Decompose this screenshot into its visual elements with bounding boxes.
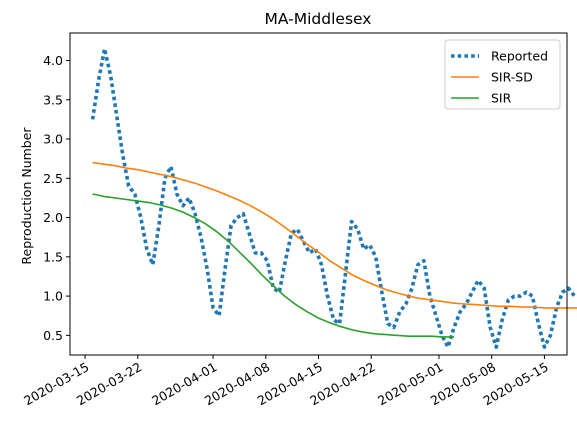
series-sir-sd-line: [92, 161, 577, 309]
series-sir-line: [92, 193, 454, 338]
series-reported-line: [90, 46, 577, 349]
legend-label: SIR: [491, 91, 512, 106]
legend-label: Reported: [491, 49, 548, 64]
y-tick-label: 2.5: [43, 171, 63, 186]
legend: Reported SIR-SD SIR: [444, 39, 561, 110]
chart-title: MA-Middlesex: [265, 10, 372, 28]
y-tick-label: 2.0: [43, 210, 63, 225]
y-tick-label: 3.5: [43, 92, 63, 107]
legend-label: SIR-SD: [491, 70, 533, 85]
plot-frame: [69, 32, 568, 356]
y-axis-label: Reproduction Number: [19, 127, 34, 265]
plot-area: [90, 46, 577, 349]
y-tick-label: 4.0: [43, 53, 63, 68]
y-tick-label: 1.5: [43, 249, 63, 264]
y-tick-label: 3.0: [43, 132, 63, 147]
y-tick-label: 1.0: [43, 289, 63, 304]
y-tick-label: 0.5: [43, 328, 63, 343]
